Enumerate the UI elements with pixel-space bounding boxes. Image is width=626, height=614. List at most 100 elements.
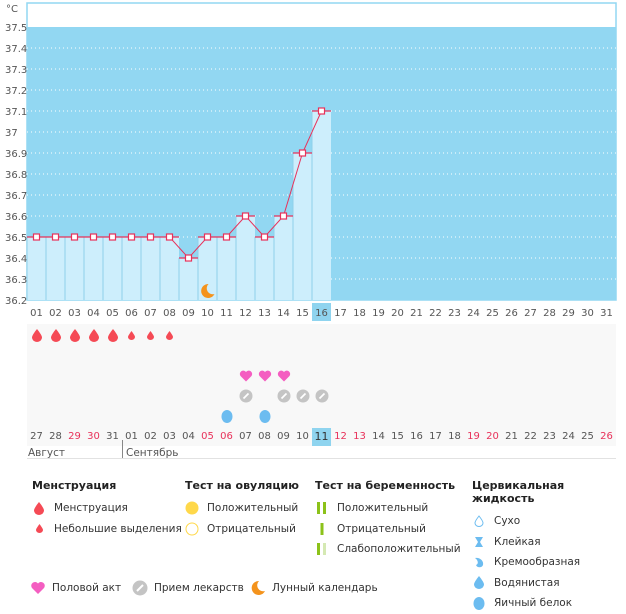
data-point	[203, 233, 212, 241]
circle-filled-icon	[185, 501, 199, 515]
data-point	[298, 149, 307, 157]
x-tick-label: 15	[296, 308, 309, 319]
x-tick-label: 04	[87, 308, 100, 319]
calendar-date[interactable]: 09	[277, 431, 290, 442]
temperature-bar	[160, 237, 179, 300]
y-tick-label: 37.5	[5, 23, 27, 34]
calendar-date[interactable]: 18	[448, 431, 461, 442]
one-line-icon	[315, 522, 329, 536]
calendar-date[interactable]: 17	[429, 431, 442, 442]
calendar-date[interactable]: 28	[49, 431, 62, 442]
y-tick-label: 37.2	[5, 86, 27, 97]
calendar-date[interactable]: 05	[201, 431, 214, 442]
creamy-icon	[472, 555, 486, 569]
calendar-date[interactable]: 04	[182, 431, 195, 442]
pill-icon[interactable]	[274, 386, 293, 405]
calendar-date[interactable]: 12	[334, 431, 347, 442]
data-point	[222, 233, 231, 241]
data-point	[146, 233, 155, 241]
month-label-september: Сентябрь	[126, 447, 179, 459]
month-separator	[122, 440, 123, 458]
data-point	[317, 107, 326, 115]
medication-row	[27, 386, 616, 405]
calendar-date[interactable]: 31	[106, 431, 119, 442]
x-tick-label: 21	[410, 308, 423, 319]
legend-title: Цервикальная жидкость	[472, 479, 565, 505]
calendar-date[interactable]: 19	[467, 431, 480, 442]
egg-white-icon	[472, 596, 486, 611]
faint-lines-icon	[315, 542, 329, 556]
menstruation-heavy-icon[interactable]	[103, 326, 122, 345]
calendar-date[interactable]: 02	[144, 431, 157, 442]
legend-ovulation-test: Тест на овуляцию Положительный Отрицател…	[185, 479, 299, 539]
menstruation-heavy-icon[interactable]	[27, 326, 46, 345]
menstruation-row	[27, 326, 616, 345]
data-point	[184, 254, 193, 262]
legend-item: Положительный	[207, 502, 299, 515]
legend-item: Слабоположительный	[337, 543, 461, 556]
menstruation-light-icon[interactable]	[160, 326, 179, 345]
x-tick-label: 31	[600, 308, 613, 319]
egg-white-icon[interactable]	[255, 406, 274, 425]
legend-medication: Прием лекарств	[132, 580, 244, 596]
menstruation-light-icon[interactable]	[122, 326, 141, 345]
calendar-date[interactable]: 10	[296, 431, 309, 442]
menstruation-heavy-icon[interactable]	[84, 326, 103, 345]
y-tick-label: 36.2	[5, 296, 27, 307]
calendar-date[interactable]: 03	[163, 431, 176, 442]
calendar-date[interactable]: 30	[87, 431, 100, 442]
calendar-date[interactable]: 07	[239, 431, 252, 442]
y-tick-label: 37.4	[5, 44, 27, 55]
calendar-date[interactable]: 08	[258, 431, 271, 442]
pill-icon[interactable]	[312, 386, 331, 405]
legend-title: Тест на овуляцию	[185, 479, 299, 492]
today-date[interactable]: 11	[312, 428, 331, 446]
heart-icon[interactable]	[236, 366, 255, 385]
calendar-date[interactable]: 20	[486, 431, 499, 442]
legend-intercourse: Половой акт	[30, 580, 121, 596]
moon-marker	[201, 283, 215, 298]
menstruation-light-icon[interactable]	[141, 326, 160, 345]
heart-icon	[30, 580, 46, 596]
legend-item: Кремообразная	[494, 556, 581, 569]
y-tick-label: 36.7	[5, 191, 27, 202]
calendar-date[interactable]: 16	[410, 431, 423, 442]
pill-icon[interactable]	[236, 386, 255, 405]
calendar-date[interactable]: 29	[68, 431, 81, 442]
x-tick-label: 07	[144, 308, 157, 319]
ovulation-test-row	[27, 347, 616, 366]
calendar-date[interactable]: 27	[30, 431, 43, 442]
calendar-date[interactable]: 26	[600, 431, 613, 442]
calendar-date[interactable]: 22	[524, 431, 537, 442]
x-tick-label: 02	[49, 308, 62, 319]
menstruation-heavy-icon[interactable]	[65, 326, 84, 345]
y-tick-label: 36.9	[5, 149, 27, 160]
heart-icon[interactable]	[274, 366, 293, 385]
data-point	[241, 212, 250, 220]
calendar-date[interactable]: 01	[125, 431, 138, 442]
egg-white-icon[interactable]	[217, 406, 236, 425]
drop-light-icon	[32, 522, 46, 536]
x-axis-ticks: 01 02 03 04 05 06 07 08 09 10 11 12 13 14 15 16 17 18 19 20…	[30, 303, 613, 321]
month-label-august: Август	[28, 447, 65, 459]
calendar-date[interactable]: 21	[505, 431, 518, 442]
x-tick-label: 01	[30, 308, 43, 319]
pill-icon[interactable]	[293, 386, 312, 405]
heart-icon[interactable]	[255, 366, 274, 385]
legend-menstruation: Менструация Менструация Небольшие выделе…	[32, 479, 182, 539]
unit-label: °C	[6, 4, 18, 15]
calendar-date[interactable]: 14	[372, 431, 385, 442]
calendar-date[interactable]: 13	[353, 431, 366, 442]
calendar-date[interactable]: 24	[562, 431, 575, 442]
x-tick-label: 20	[391, 308, 404, 319]
calendar-date[interactable]: 06	[220, 431, 233, 442]
legend-item: Водянистая	[494, 576, 560, 589]
x-tick-label: 13	[258, 308, 271, 319]
x-tick-label: 26	[505, 308, 518, 319]
pill-icon	[132, 580, 148, 596]
calendar-date[interactable]: 25	[581, 431, 594, 442]
legend-title: Тест на беременность	[315, 479, 456, 492]
calendar-date[interactable]: 15	[391, 431, 404, 442]
menstruation-heavy-icon[interactable]	[46, 326, 65, 345]
calendar-date[interactable]: 23	[543, 431, 556, 442]
